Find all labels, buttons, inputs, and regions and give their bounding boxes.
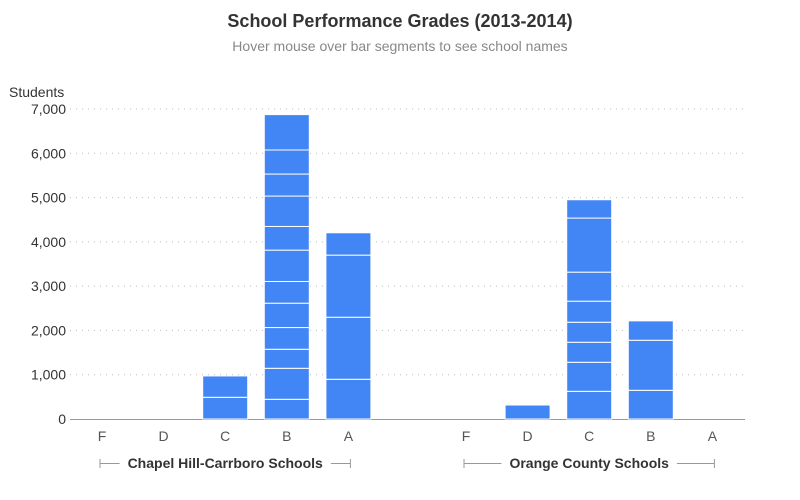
bar-segment[interactable] xyxy=(263,280,310,304)
bar-segment[interactable] xyxy=(566,321,613,343)
bar-segment[interactable] xyxy=(566,361,613,392)
bar-segment[interactable] xyxy=(325,232,372,256)
bar-segment[interactable] xyxy=(325,316,372,380)
bar-segment[interactable] xyxy=(263,225,310,251)
x-tick-label: B xyxy=(282,428,291,444)
x-tick-label: B xyxy=(646,428,655,444)
bar-segment[interactable] xyxy=(566,217,613,273)
bar-segment[interactable] xyxy=(263,367,310,400)
bar-segment[interactable] xyxy=(263,195,310,227)
bar-segment[interactable] xyxy=(504,404,551,420)
x-tick-label: C xyxy=(584,428,594,444)
bar-segment[interactable] xyxy=(566,300,613,323)
y-tick-label: 6,000 xyxy=(31,145,66,161)
bar-segment[interactable] xyxy=(325,254,372,318)
bar-segment[interactable] xyxy=(263,114,310,151)
bar-segment[interactable] xyxy=(263,249,310,282)
bar-segment[interactable] xyxy=(263,149,310,175)
bar-segment[interactable] xyxy=(202,375,249,398)
chart-title: School Performance Grades (2013-2014) xyxy=(227,11,572,31)
bar-segment[interactable] xyxy=(566,271,613,302)
bar-segment[interactable] xyxy=(263,398,310,420)
bar-segment[interactable] xyxy=(566,341,613,363)
x-tick-label: D xyxy=(159,428,169,444)
group-label: Orange County Schools xyxy=(509,455,669,471)
bar-segment[interactable] xyxy=(627,320,674,341)
y-tick-label: 7,000 xyxy=(31,101,66,117)
bar-segment[interactable] xyxy=(566,199,613,219)
bar-segment[interactable] xyxy=(202,396,249,420)
bar-segment[interactable] xyxy=(263,348,310,369)
y-axis-label: Students xyxy=(9,84,64,100)
y-tick-label: 0 xyxy=(58,411,66,427)
x-tick-label: A xyxy=(344,428,354,444)
chart-subtitle: Hover mouse over bar segments to see sch… xyxy=(232,38,567,54)
x-tick-label: F xyxy=(462,428,471,444)
group-label: Chapel Hill-Carrboro Schools xyxy=(128,455,323,471)
x-tick-label: D xyxy=(523,428,533,444)
y-tick-label: 1,000 xyxy=(31,367,66,383)
bar-segment[interactable] xyxy=(325,378,372,420)
x-tick-label: C xyxy=(220,428,230,444)
bar-segment[interactable] xyxy=(627,339,674,391)
bar-segment[interactable] xyxy=(566,390,613,420)
y-tick-label: 5,000 xyxy=(31,190,66,206)
bar-segment[interactable] xyxy=(263,173,310,197)
x-tick-label: A xyxy=(708,428,718,444)
bar-segment[interactable] xyxy=(627,389,674,420)
y-tick-label: 3,000 xyxy=(31,278,66,294)
x-tick-label: F xyxy=(98,428,107,444)
y-tick-label: 4,000 xyxy=(31,234,66,250)
bar-segment[interactable] xyxy=(263,327,310,350)
y-tick-label: 2,000 xyxy=(31,322,66,338)
bar-segment[interactable] xyxy=(263,302,310,329)
